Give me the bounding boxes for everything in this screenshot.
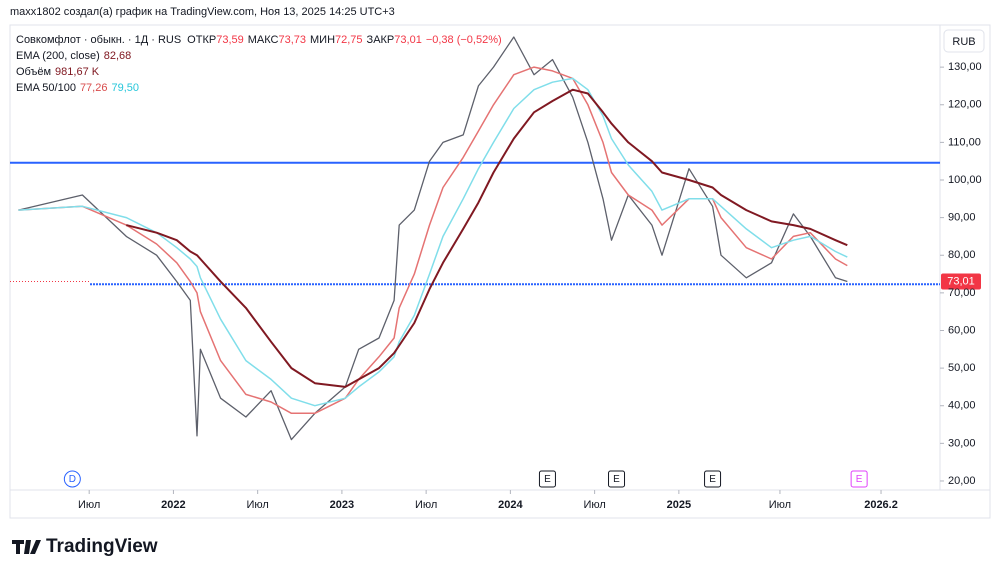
x-tick-label: Июл [246, 499, 268, 511]
series-line [126, 88, 848, 388]
ohlc-value: 73,73 [278, 34, 306, 46]
y-tick-label: 20,00 [948, 475, 976, 487]
caption: maxx1802 создал(а) график на TradingView… [10, 6, 395, 18]
x-tick-label: 2023 [330, 499, 354, 511]
last-price-label: 73,01 [947, 275, 975, 287]
y-tick-label: 80,00 [948, 249, 976, 261]
ohlc-value: 72,75 [335, 34, 363, 46]
ohlc-value: 73,59 [216, 34, 244, 46]
x-tick-label: Июл [415, 499, 437, 511]
event-marker [704, 470, 722, 488]
y-tick-label: 120,00 [948, 99, 982, 111]
y-tick-label: 30,00 [948, 437, 976, 449]
indicator-name: Объём [16, 66, 51, 78]
indicator-value: 981,67 K [55, 66, 100, 78]
series-line [18, 66, 848, 415]
event-marker [63, 470, 81, 488]
indicator-name: EMA 50/100 [16, 82, 76, 94]
y-tick-label: 130,00 [948, 61, 982, 73]
ohlc-name: ОТКР [187, 34, 216, 46]
currency-button[interactable] [943, 29, 985, 53]
ohlc-name: ЗАКР [367, 34, 395, 46]
event-marker [608, 470, 626, 488]
series-line [18, 77, 848, 407]
y-tick-label: 70,00 [948, 287, 976, 299]
ohlc-name: МАКС [248, 34, 279, 46]
y-tick-label: 60,00 [948, 324, 976, 336]
last-price-box [941, 273, 981, 290]
x-tick-label: 2022 [161, 499, 185, 511]
indicator-value: 82,68 [104, 50, 132, 62]
x-tick-label: Июл [583, 499, 605, 511]
ohlc-value: 73,01 [394, 34, 422, 46]
currency: RUB [952, 36, 975, 48]
indicator-value: 79,50 [111, 82, 139, 94]
event-label: E [613, 474, 620, 485]
symbol: Совкомфлот · обыкн. · 1Д · RUS [16, 34, 181, 46]
indicator-value: 77,26 [80, 82, 108, 94]
ohlc-name: МИН [310, 34, 335, 46]
plot: 73,01 D E E E E [10, 36, 981, 488]
y-tick-label: 40,00 [948, 400, 976, 412]
event-marker [850, 470, 868, 488]
y-tick-label: 100,00 [948, 174, 982, 186]
y-tick-label: 50,00 [948, 362, 976, 374]
change: −0,38 (−0,52%) [426, 34, 502, 46]
x-tick-label: 2024 [498, 499, 523, 511]
brand: TradingView [46, 536, 158, 557]
indicator-name: EMA (200, close) [16, 50, 100, 62]
legend: Совкомфлот · обыкн. · 1Д · RUS ОТКР 73,59 М… [16, 34, 502, 94]
event-label: E [544, 474, 551, 485]
event-label: E [709, 474, 716, 485]
event-label: E [856, 474, 863, 485]
x-tick-label: 2025 [667, 499, 691, 511]
brand-logo [12, 540, 41, 554]
x-tick-label: Июл [78, 499, 100, 511]
event-marker [538, 470, 556, 488]
y-tick-label: 110,00 [948, 136, 981, 148]
x-tick-label: 2026.2 [864, 499, 898, 511]
y-tick-label: 90,00 [948, 212, 976, 224]
chart-frame [9, 24, 991, 519]
x-tick-label: Июл [769, 499, 791, 511]
series-line [18, 36, 848, 441]
event-label: D [69, 474, 76, 485]
